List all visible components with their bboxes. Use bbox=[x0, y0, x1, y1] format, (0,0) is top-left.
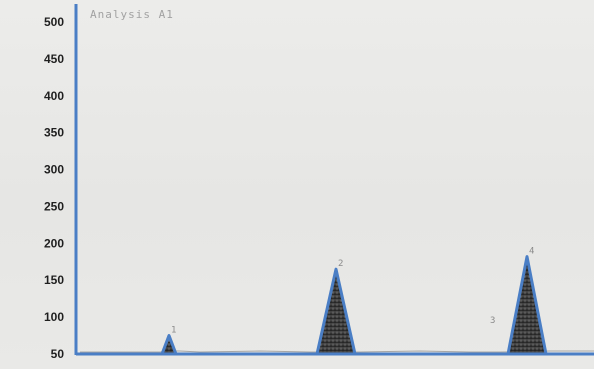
peak-annotation-3: 3 bbox=[490, 316, 495, 326]
peak-label-4: 4 bbox=[529, 247, 534, 257]
y-tick-label: 50 bbox=[51, 347, 65, 361]
y-tick-label: 250 bbox=[44, 199, 64, 213]
y-tick-label: 200 bbox=[44, 236, 64, 250]
y-tick-label: 500 bbox=[44, 15, 64, 29]
peak-4 bbox=[506, 255, 548, 356]
peak-label-1: 1 bbox=[171, 326, 176, 336]
peaks-group: 1 2 4 bbox=[160, 247, 548, 356]
y-tick-label: 400 bbox=[44, 89, 64, 103]
peak-1 bbox=[160, 334, 178, 356]
y-tick-label: 450 bbox=[44, 52, 64, 66]
y-axis-ticks: 500 450 400 350 300 250 200 150 100 50 bbox=[44, 15, 64, 361]
y-tick-label: 100 bbox=[44, 310, 64, 324]
y-tick-label: 150 bbox=[44, 273, 64, 287]
y-tick-label: 300 bbox=[44, 163, 64, 177]
chart-title: Analysis A1 bbox=[90, 8, 174, 21]
peak-2 bbox=[315, 267, 357, 356]
peak-label-2: 2 bbox=[338, 259, 343, 269]
y-tick-label: 350 bbox=[44, 126, 64, 140]
